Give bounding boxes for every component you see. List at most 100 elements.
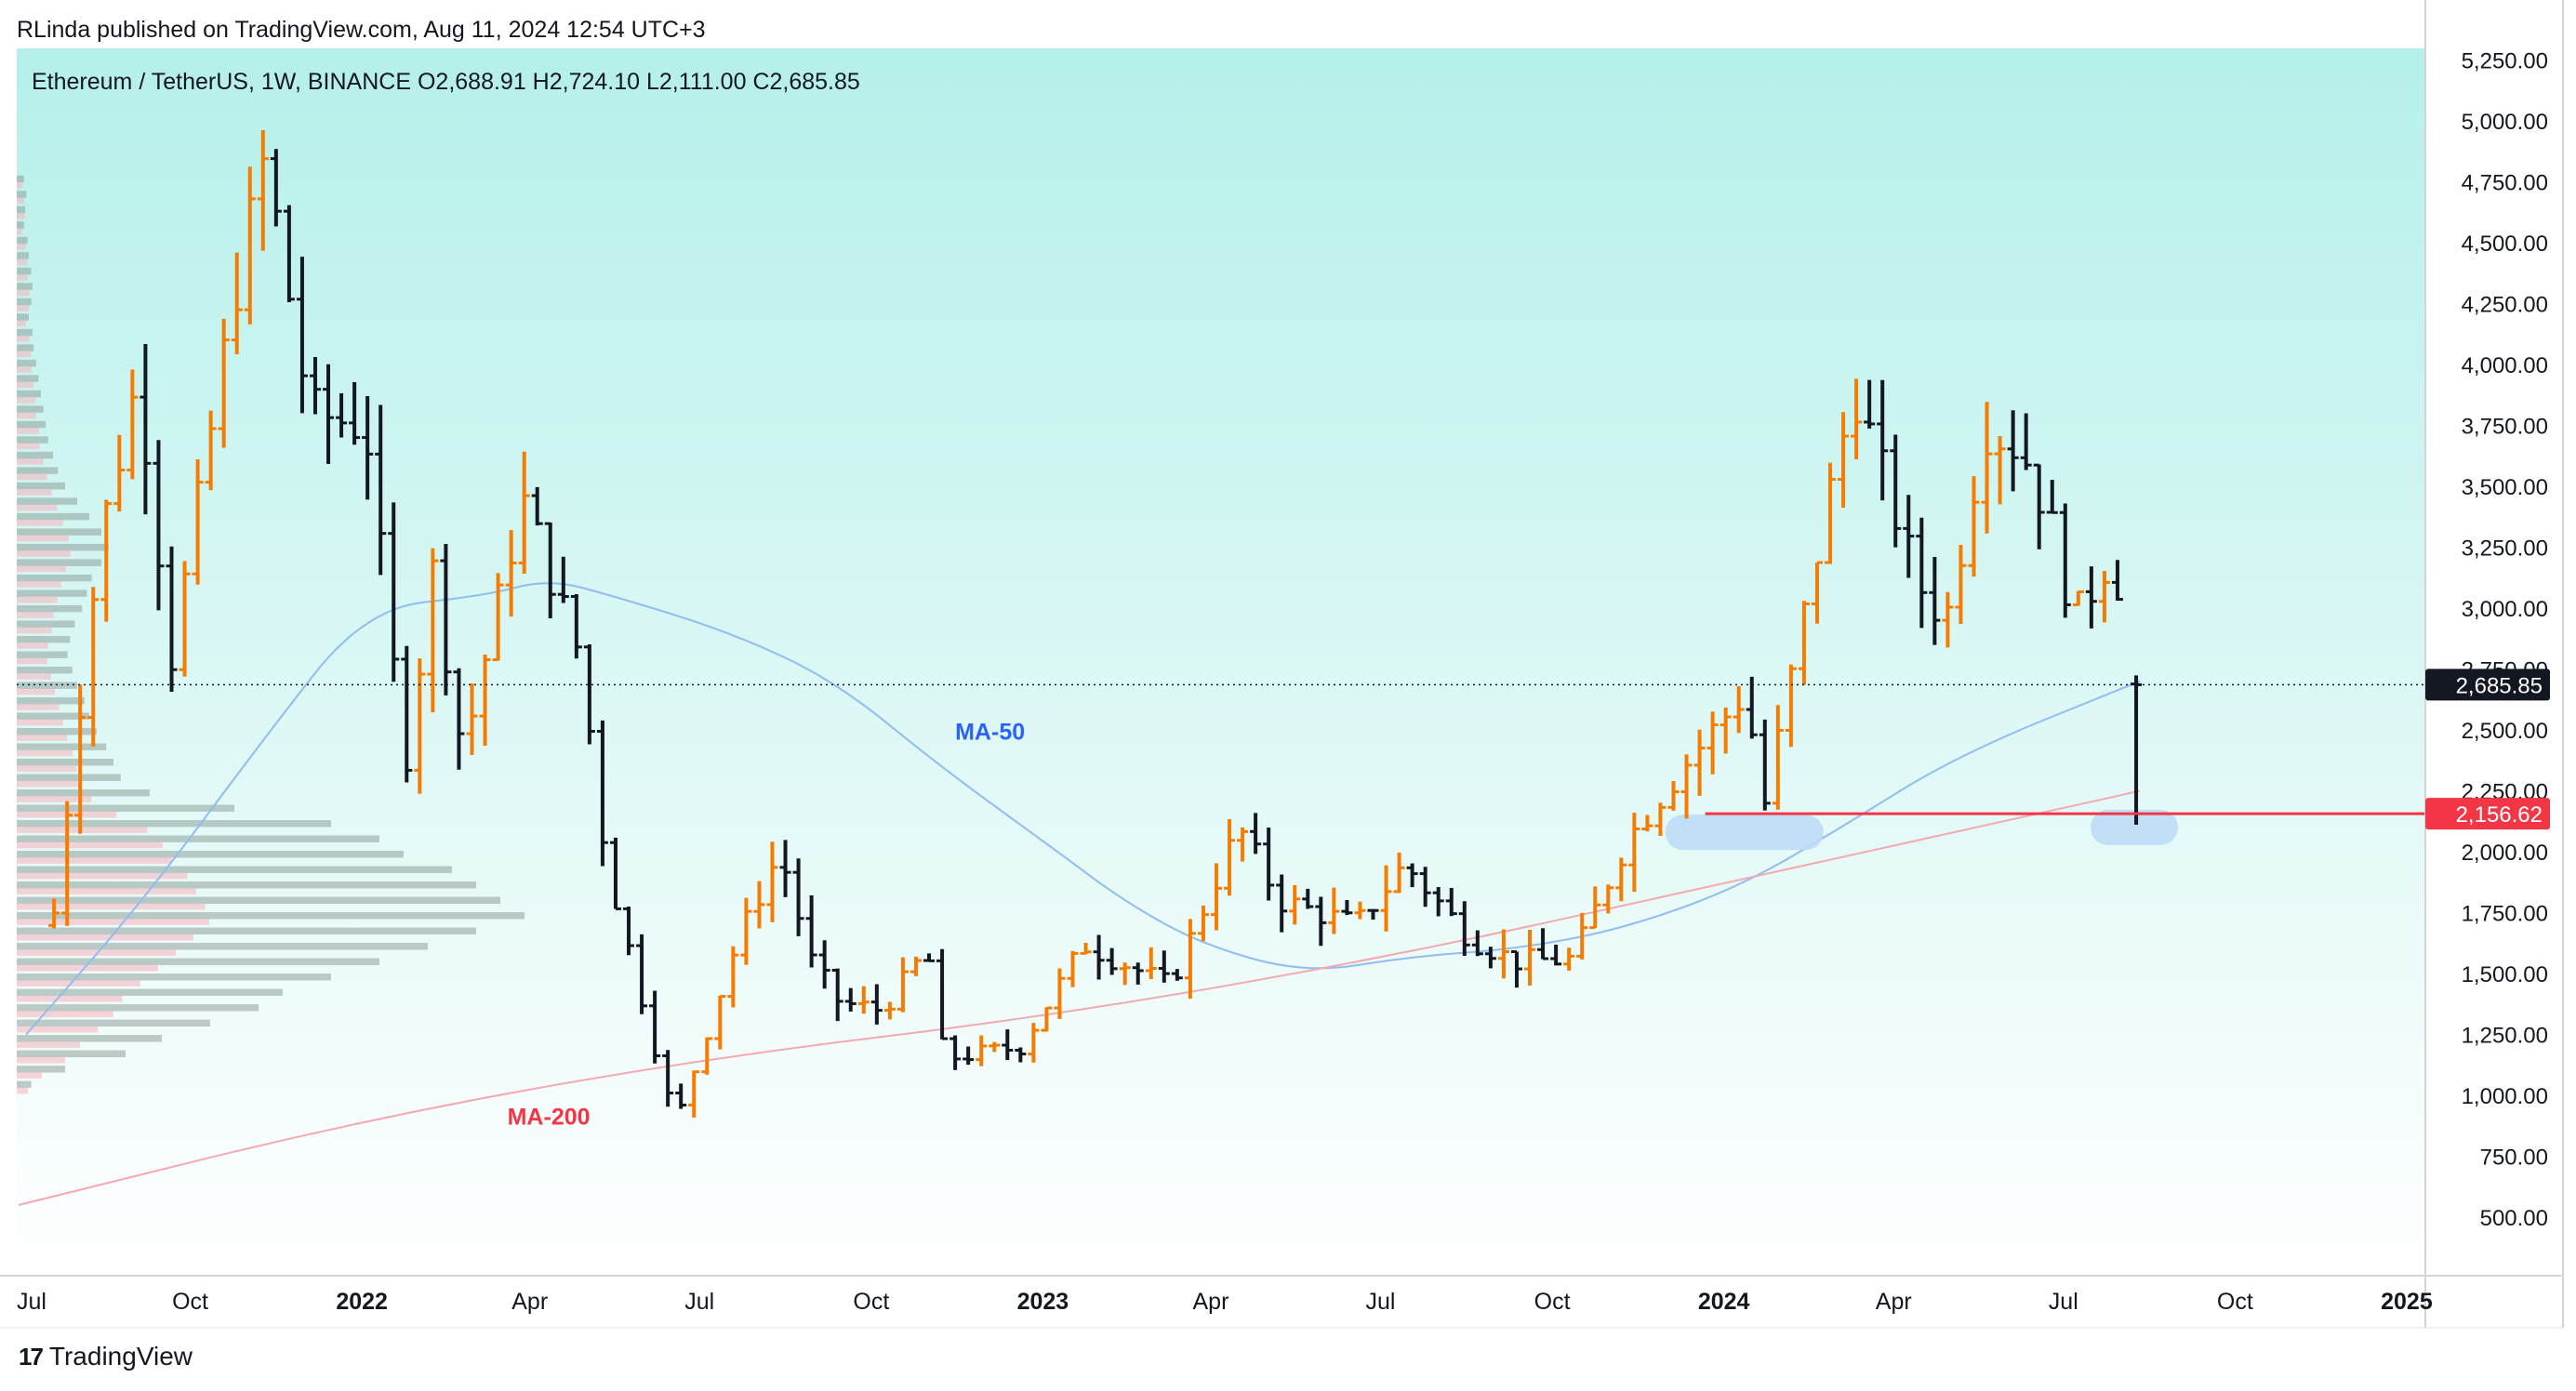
ohlc-bar-up	[989, 1041, 1001, 1053]
ohlc-bar-up	[414, 658, 426, 794]
volume-profile-bar	[17, 704, 60, 710]
ohlc-bar-up	[427, 548, 439, 713]
ohlc-bar-up	[1576, 912, 1588, 960]
ohlc-bar-down	[1537, 928, 1549, 960]
price-tag-text: 2,685.85	[2456, 673, 2543, 698]
ohlc-bar-down	[570, 594, 582, 659]
ohlc-bar-down	[544, 522, 556, 619]
volume-profile-bar	[17, 949, 176, 956]
ohlc-bar-up	[1615, 857, 1627, 902]
volume-profile-bar	[17, 504, 58, 511]
volume-profile-bar	[17, 995, 123, 1002]
ohlc-bar-up	[126, 369, 139, 480]
price-tick-label: 3,000.00	[2462, 597, 2548, 622]
tradingview-logo-icon: 17	[19, 1342, 44, 1371]
time-tick-label: 2022	[336, 1289, 388, 1315]
volume-profile-bar	[17, 643, 48, 649]
ohlc-bar-up	[257, 130, 269, 251]
volume-profile-bar	[17, 175, 24, 183]
volume-profile-bar	[17, 872, 188, 880]
ohlc-bar-down	[1302, 888, 1314, 909]
ohlc-bar-down	[1158, 950, 1170, 983]
ohlc-bar-down	[1890, 434, 1902, 548]
time-tick-label: Oct	[2217, 1289, 2253, 1315]
ohlc-bar-up	[192, 458, 204, 585]
ohlc-bar-up	[205, 410, 217, 491]
ohlc-bar-up	[727, 946, 739, 1008]
volume-profile-bar	[17, 780, 82, 788]
ohlc-bar-down	[1916, 517, 1928, 629]
ohlc-bar-down	[1877, 379, 1889, 501]
ohlc-bar-up	[479, 655, 491, 746]
price-overlays: MA-50 MA-200	[17, 683, 2425, 1131]
volume-profile-bar	[17, 712, 89, 720]
volume-profile-bar	[17, 182, 22, 189]
ohlc-bar-down	[166, 546, 178, 692]
ohlc-bar-up	[1119, 962, 1131, 986]
support-zones	[1665, 809, 2179, 851]
ohlc-bar-up	[1080, 942, 1092, 955]
volume-profile-bar	[17, 289, 30, 297]
volume-profile-bar	[17, 1072, 42, 1079]
volume-profile-bar	[17, 758, 113, 766]
volume-profile-bar	[17, 657, 47, 665]
volume-profile-bar	[17, 467, 59, 474]
volume-profile-bar	[17, 719, 63, 726]
ohlc-bar-down	[1406, 863, 1418, 888]
time-tick-label: Jul	[2049, 1289, 2078, 1315]
volume-profile-bar	[17, 565, 67, 573]
ohlc-bar-down	[1864, 379, 1876, 429]
volume-profile-bar	[17, 988, 283, 997]
volume-profile-bar	[17, 688, 55, 696]
volume-profile-bar	[17, 866, 452, 873]
ohlc-bar-down	[1132, 962, 1144, 985]
ohlc-bar-up	[1028, 1023, 1040, 1063]
ohlc-bar-up	[1942, 591, 1954, 648]
ohlc-bar-up	[244, 166, 256, 325]
volume-profile-bar	[17, 443, 40, 450]
ohlc-bar-up	[1289, 884, 1301, 925]
volume-profile-bar	[17, 213, 25, 219]
volume-profile-bar	[17, 274, 28, 281]
ohlc-bar-down	[1315, 896, 1327, 947]
volume-profile-bar	[17, 1026, 99, 1033]
ohlc-bar-up	[1145, 947, 1157, 980]
ohlc-bar-down	[779, 840, 791, 897]
time-tick-label: Jul	[684, 1289, 714, 1315]
ohlc-bars	[48, 130, 2143, 1118]
ohlc-bar-up	[74, 684, 86, 834]
ohlc-bar-down	[1746, 676, 1758, 739]
volume-profile-bar	[17, 857, 172, 864]
tradingview-brand[interactable]: 17 TradingView	[19, 1342, 193, 1371]
volume-profile-bar	[17, 420, 46, 429]
volume-profile-bar	[17, 765, 77, 772]
price-tick-label: 3,750.00	[2462, 415, 2548, 440]
ohlc-bar-down	[1445, 887, 1457, 917]
time-axis[interactable]: Jul Oct 2022 Apr Jul Oct 2023 Apr Jul Oct 2024 Apr J…	[0, 1275, 2563, 1329]
ohlc-bar-up	[1680, 754, 1693, 819]
ohlc-bar-down	[805, 894, 817, 968]
volume-profile-bar	[17, 436, 48, 444]
ohlc-bar-down	[270, 149, 282, 227]
volume-profile-bar	[17, 228, 22, 235]
volume-profile-bar	[17, 381, 33, 389]
ohlc-bar-up	[1393, 852, 1405, 894]
volume-profile-bar	[17, 774, 121, 781]
volume-profile	[17, 175, 524, 1094]
ohlc-bar-down	[296, 257, 308, 414]
time-tick-label: Oct	[1534, 1289, 1571, 1315]
volume-profile-bar	[17, 191, 27, 198]
ohlc-bar-up	[883, 1001, 896, 1020]
ma200-label: MA-200	[508, 1105, 591, 1131]
ohlc-bar-down	[440, 544, 452, 696]
volume-profile-bar	[17, 958, 379, 965]
volume-profile-bar	[17, 375, 39, 382]
ohlc-bar-up	[740, 897, 752, 965]
ohlc-bar-up	[518, 451, 530, 574]
ohlc-bar-down	[2020, 413, 2032, 470]
ohlc-bar-down	[401, 645, 413, 783]
volume-profile-bar	[17, 390, 41, 398]
ohlc-bar-up	[1497, 929, 1509, 979]
price-axis[interactable]: 500.00 750.00 1,000.00 1,250.00 1,500.00 1,75…	[2424, 0, 2564, 1328]
